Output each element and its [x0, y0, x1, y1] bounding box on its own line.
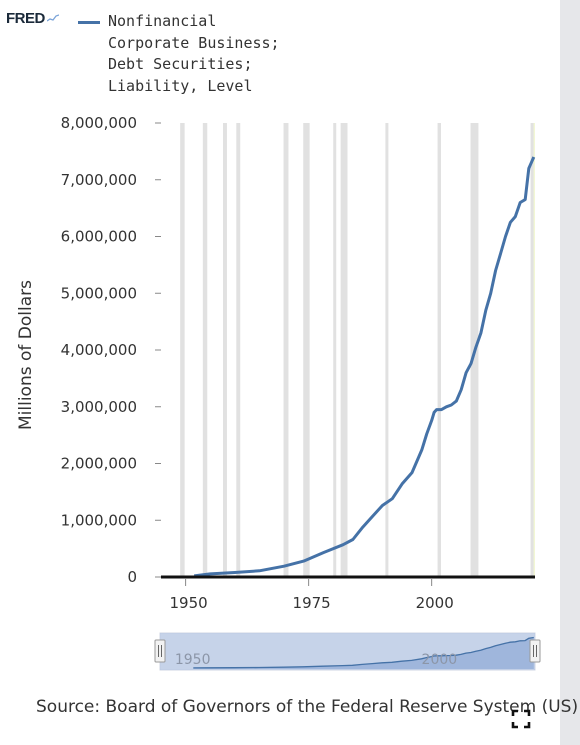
recession-band [303, 123, 310, 577]
y-tick-label: 6,000,000 [61, 228, 137, 246]
sparkline-icon [46, 14, 59, 22]
y-tick-label: 7,000,000 [61, 171, 137, 189]
recession-band [333, 123, 337, 577]
recession-band [236, 123, 241, 577]
y-tick-label: 8,000,000 [61, 114, 137, 132]
recession-band [530, 123, 534, 577]
y-tick-label: 5,000,000 [61, 284, 137, 302]
recession-band [340, 123, 348, 577]
fred-logo-text: FRED [6, 10, 45, 27]
recession-band [385, 123, 389, 577]
y-tick-label: 0 [127, 568, 137, 586]
line-chart[interactable]: 0 1,000,000 2,000,000 3,000,000 4,000,000 5,0… [0, 0, 560, 690]
navigator-tick-label: 2000 [422, 652, 458, 668]
legend-label: Nonfinancial Corporate Business; Debt Se… [108, 12, 280, 95]
navigator-left-handle[interactable] [154, 639, 166, 663]
navigator-tick-label: 1950 [175, 652, 211, 668]
x-tick-label: 2000 [416, 594, 454, 612]
recession-band [283, 123, 289, 577]
x-tick-label: 1950 [170, 594, 208, 612]
series-line [194, 156, 536, 578]
y-axis-title: Millions of Dollars [16, 280, 36, 430]
recession-band [180, 123, 185, 577]
y-tick-label: 4,000,000 [61, 341, 137, 359]
y-tick-label: 1,000,000 [61, 511, 137, 529]
x-tick-label: 1975 [293, 594, 331, 612]
handle-body [154, 639, 166, 663]
fred-logo[interactable]: FRED [6, 10, 59, 27]
panel-edge [560, 0, 580, 745]
y-tick-label: 3,000,000 [61, 398, 137, 416]
handle-body [529, 639, 541, 663]
source-text: Source: Board of Governors of the Federa… [36, 697, 579, 717]
recession-band [223, 123, 227, 577]
fullscreen-icon[interactable] [511, 709, 531, 729]
legend-swatch [78, 21, 100, 24]
y-tick-label: 2,000,000 [61, 455, 137, 473]
navigator-area [193, 637, 534, 669]
navigator-line [193, 636, 534, 669]
navigator-right-handle[interactable] [529, 639, 541, 663]
recession-band [437, 123, 442, 577]
recession-band [202, 123, 208, 577]
plot-area [161, 123, 535, 577]
